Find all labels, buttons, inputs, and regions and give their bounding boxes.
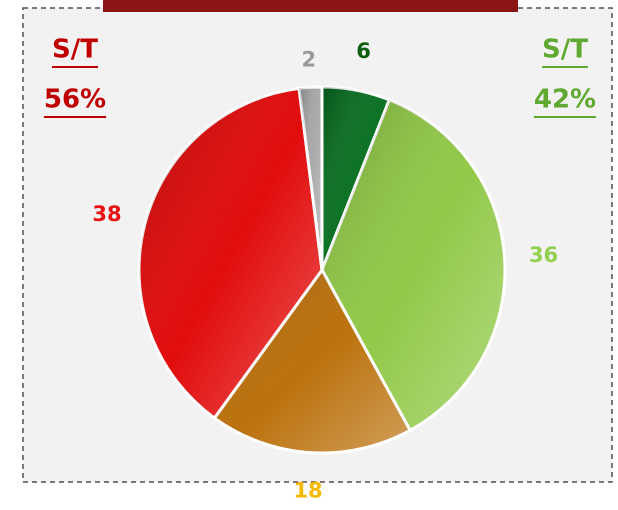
annotation: 56% xyxy=(44,85,106,115)
title-bar xyxy=(103,0,518,12)
data-label: 2 xyxy=(302,47,317,71)
data-label: 38 xyxy=(92,202,121,226)
data-label: 18 xyxy=(293,479,322,503)
annotation: S/T xyxy=(52,35,98,65)
annotation: 42% xyxy=(534,85,596,115)
data-label: 6 xyxy=(356,39,371,63)
annotation: S/T xyxy=(542,35,588,65)
data-label: 36 xyxy=(529,243,558,267)
pie xyxy=(137,85,507,455)
